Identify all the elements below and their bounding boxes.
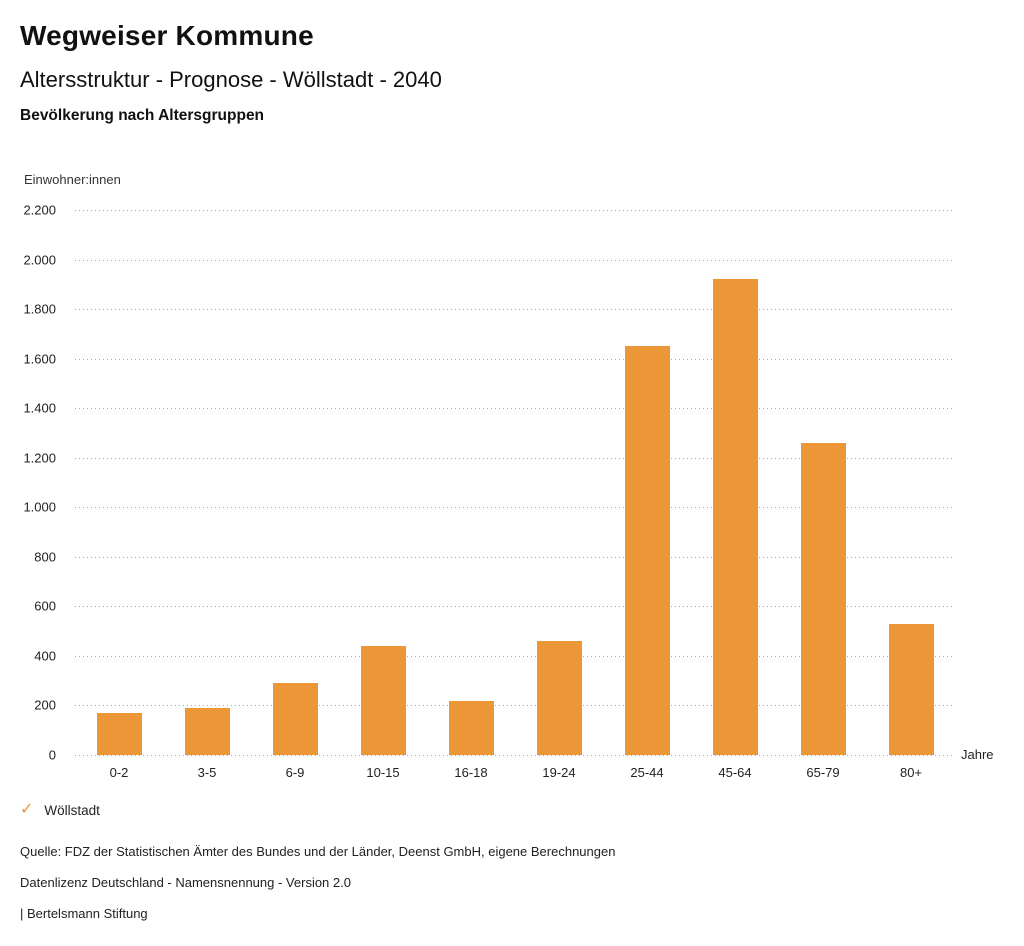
gridline — [75, 705, 955, 707]
bars — [75, 210, 955, 755]
gridline — [75, 755, 955, 756]
chart-heading: Bevölkerung nach Altersgruppen — [20, 107, 265, 124]
x-tick-label: 80+ — [899, 765, 923, 780]
y-tick-label: 1.000 — [23, 499, 56, 515]
bar-80+[interactable] — [888, 623, 934, 755]
x-tick-label: 0-2 — [109, 765, 129, 780]
gridline — [75, 507, 955, 509]
bar-3-5[interactable] — [184, 707, 230, 755]
bar-65-79[interactable] — [800, 442, 846, 755]
x-tick-label: 25-44 — [630, 765, 664, 780]
legend-label: Wöllstadt — [44, 802, 100, 818]
header: Wegweiser Kommune Altersstruktur - Progn… — [20, 20, 442, 125]
bar-6-9[interactable] — [272, 683, 318, 755]
y-tick-label: 1.200 — [23, 450, 56, 466]
bar-column — [75, 210, 163, 755]
y-tick-label: 0 — [48, 747, 56, 763]
bar-column — [515, 210, 603, 755]
bar-0-2[interactable] — [96, 712, 142, 755]
legend-item-woellstadt[interactable]: ✓ Wöllstadt — [20, 802, 100, 818]
bar-column — [251, 210, 339, 755]
gridline — [75, 408, 955, 410]
x-axis-unit-label: Jahre — [961, 747, 994, 762]
gridline — [75, 457, 955, 459]
y-tick-label: 1.800 — [23, 301, 56, 317]
attribution-text: | Bertelsmann Stiftung — [20, 906, 148, 921]
gridline — [75, 358, 955, 360]
source-text: Quelle: FDZ der Statistischen Ämter des … — [20, 844, 616, 859]
y-tick-label: 400 — [34, 648, 56, 664]
bar-column — [427, 210, 515, 755]
chart-subtitle: Altersstruktur - Prognose - Wöllstadt - … — [20, 67, 442, 92]
gridline — [75, 655, 955, 657]
bar-column — [603, 210, 691, 755]
bar-25-44[interactable] — [624, 346, 670, 755]
y-tick-label: 600 — [34, 598, 56, 614]
gridline — [75, 556, 955, 558]
gridline — [75, 259, 955, 261]
x-tick-label: 3-5 — [197, 765, 217, 780]
bar-16-18[interactable] — [448, 700, 494, 755]
plot-area — [75, 210, 955, 756]
bar-column — [779, 210, 867, 755]
bar-column — [163, 210, 251, 755]
x-tick-label: 65-79 — [806, 765, 840, 780]
y-tick-label: 1.600 — [23, 351, 56, 367]
bar-19-24[interactable] — [536, 641, 582, 755]
y-axis-unit-label: Einwohner:innen — [24, 172, 121, 187]
license-text: Datenlizenz Deutschland - Namensnennung … — [20, 875, 351, 890]
bar-column — [691, 210, 779, 755]
gridline — [75, 606, 955, 608]
y-tick-label: 1.400 — [23, 400, 56, 416]
bar-45-64[interactable] — [712, 279, 758, 755]
gridline — [75, 309, 955, 311]
bar-column — [339, 210, 427, 755]
page-title: Wegweiser Kommune — [20, 20, 314, 51]
y-tick-label: 2.200 — [23, 202, 56, 218]
x-tick-label: 6-9 — [285, 765, 305, 780]
x-tick-label: 16-18 — [454, 765, 488, 780]
x-axis-labels: 0-2 3-5 6-9 10-15 16-18 19-24 25-44 45-64 65-79 8… — [75, 765, 955, 780]
y-tick-label: 200 — [34, 697, 56, 713]
y-tick-label: 800 — [34, 549, 56, 565]
bar-column — [867, 210, 955, 755]
x-tick-label: 10-15 — [366, 765, 400, 780]
y-tick-label: 2.000 — [23, 252, 56, 268]
gridline — [75, 210, 955, 211]
check-icon: ✓ — [20, 801, 34, 818]
bar-10-15[interactable] — [360, 646, 406, 755]
x-tick-label: 19-24 — [542, 765, 576, 780]
x-tick-label: 45-64 — [718, 765, 752, 780]
y-axis-ticks: 2.200 2.000 1.800 1.600 1.400 1.200 1.000 800 60… — [0, 204, 56, 762]
